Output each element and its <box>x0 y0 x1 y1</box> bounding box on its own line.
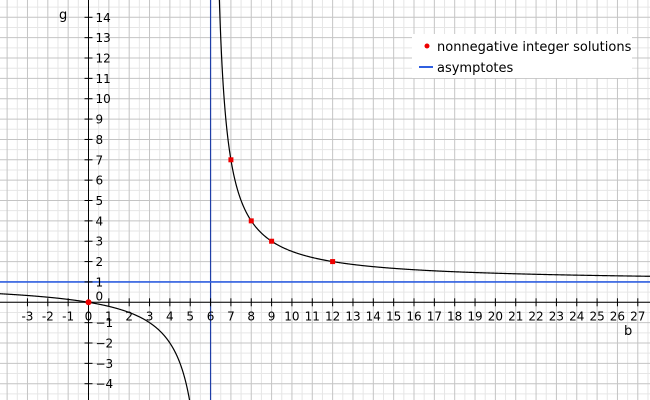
x-tick-label: 8 <box>247 309 255 323</box>
x-tick-label: -2 <box>42 309 54 323</box>
curve-left-branch <box>0 293 191 400</box>
y-axis-label: g <box>59 8 67 23</box>
y-tick-label: 1 <box>95 275 103 289</box>
y-tick-label: −1 <box>95 316 113 330</box>
x-tick-label: 0 <box>85 309 93 323</box>
y-tick-label: 7 <box>95 153 103 167</box>
y-tick-label: 2 <box>95 255 103 269</box>
y-tick-label: 4 <box>95 214 103 228</box>
x-tick-label: 3 <box>146 309 154 323</box>
x-tick-label: -3 <box>21 309 33 323</box>
y-tick-label: −2 <box>95 337 113 351</box>
y-tick-label: 5 <box>95 194 103 208</box>
x-tick-label: 21 <box>508 309 523 323</box>
x-tick-label: 15 <box>386 309 401 323</box>
y-tick-label: 0 <box>95 289 103 303</box>
x-tick-label: 11 <box>305 309 320 323</box>
y-tick-label: 14 <box>95 11 110 25</box>
x-tick-label: 1 <box>105 309 113 323</box>
y-tick-label: 8 <box>95 133 103 147</box>
x-tick-label: 22 <box>528 309 543 323</box>
x-tick-label: -1 <box>62 309 74 323</box>
x-tick-label: 23 <box>549 309 564 323</box>
x-tick-label: 10 <box>284 309 299 323</box>
solution-point <box>85 299 92 306</box>
axis-ticks: -3 -2 -1 0 1 2 3 4 5 6 7 8 9 10 11 12 13 14 15 16 17 18 19 20 21… <box>21 11 645 391</box>
y-tick-label: 3 <box>95 235 103 249</box>
solution-point <box>330 259 336 265</box>
legend-background <box>412 34 632 78</box>
x-tick-label: 26 <box>610 309 625 323</box>
x-tick-label: 7 <box>227 309 235 323</box>
legend: nonnegative integer solutions asymptotes <box>412 34 632 78</box>
legend-label-solutions: nonnegative integer solutions <box>437 40 632 55</box>
x-tick-label: 16 <box>406 309 421 323</box>
x-tick-label: 17 <box>427 309 442 323</box>
x-axis-label: b <box>624 324 632 339</box>
y-tick-label: −3 <box>95 357 113 371</box>
x-tick-label: 13 <box>345 309 360 323</box>
y-tick-label: 12 <box>95 52 110 66</box>
x-tick-label: 14 <box>366 309 381 323</box>
x-tick-label: 27 <box>630 309 645 323</box>
y-tick-label: −4 <box>95 377 113 391</box>
y-tick-label: 10 <box>95 92 110 106</box>
solution-point <box>228 157 234 163</box>
x-tick-label: 18 <box>447 309 462 323</box>
legend-label-asymptotes: asymptotes <box>437 61 513 76</box>
solution-point <box>248 218 254 224</box>
legend-marker-solutions <box>424 43 430 49</box>
x-tick-label: 25 <box>589 309 604 323</box>
solution-points <box>85 157 336 306</box>
y-tick-label: 6 <box>95 174 103 188</box>
y-tick-label: 13 <box>95 31 110 45</box>
x-tick-label: 4 <box>166 309 174 323</box>
x-tick-label: 20 <box>488 309 503 323</box>
y-tick-label: 11 <box>95 72 110 86</box>
x-tick-label: 6 <box>207 309 215 323</box>
x-tick-label: 9 <box>268 309 276 323</box>
solution-point <box>269 238 275 244</box>
x-tick-label: 5 <box>186 309 194 323</box>
x-tick-label: 12 <box>325 309 340 323</box>
curve-right-branch <box>218 0 650 277</box>
x-tick-label: 19 <box>467 309 482 323</box>
y-tick-label: 9 <box>95 113 103 127</box>
x-tick-label: 2 <box>125 309 133 323</box>
x-tick-label: 24 <box>569 309 584 323</box>
